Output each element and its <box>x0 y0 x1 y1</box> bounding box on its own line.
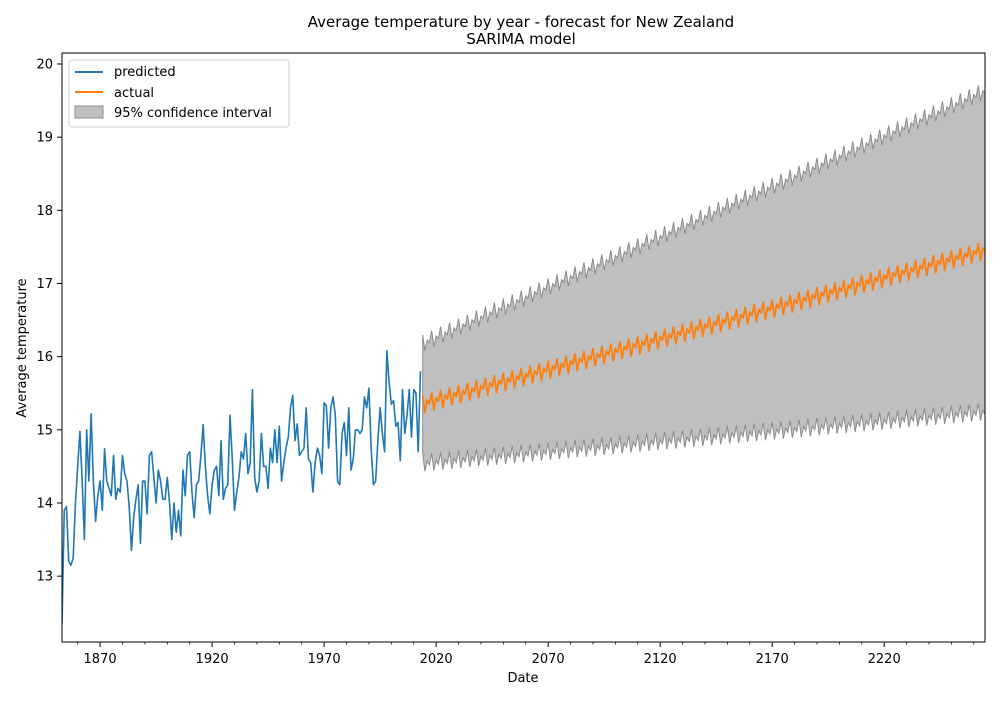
legend-label-actual: actual <box>114 86 154 101</box>
plot-area <box>62 85 985 624</box>
x-tick-label-2120: 2120 <box>644 652 677 667</box>
y-tick-label-19: 19 <box>36 131 53 146</box>
y-tick-label-17: 17 <box>36 277 53 292</box>
legend-label-confidence-interval: 95% confidence interval <box>114 106 272 121</box>
y-tick-label-13: 13 <box>36 570 53 585</box>
chart-title: Average temperature by year - forecast f… <box>308 13 734 31</box>
axes-frame <box>61 52 986 643</box>
x-tick-label-2170: 2170 <box>756 652 789 667</box>
x-axis-label: Date <box>507 671 538 686</box>
legend: predicted actual 95% confidence interval <box>68 59 290 128</box>
axes: 1870 1920 1970 2020 2070 2120 2170 222013141516… <box>36 52 986 667</box>
y-tick-label-15: 15 <box>36 423 53 438</box>
series-line-actual <box>421 242 985 414</box>
series-line-predicted <box>62 349 422 624</box>
x-tick-label-1970: 1970 <box>308 652 341 667</box>
plot-content <box>62 85 985 624</box>
x-tick-label-2020: 2020 <box>420 652 453 667</box>
legend-frame <box>68 59 290 128</box>
chart-subtitle: SARIMA model <box>466 30 576 48</box>
y-tick-label-20: 20 <box>36 57 53 72</box>
y-tick-label-14: 14 <box>36 496 53 511</box>
y-axis-label: Average temperature <box>15 278 30 417</box>
legend-label-predicted: predicted <box>114 65 176 80</box>
x-tick-label-1870: 1870 <box>84 652 117 667</box>
x-tick-label-1920: 1920 <box>196 652 229 667</box>
x-tick-label-2070: 2070 <box>532 652 565 667</box>
confidence-interval-band <box>422 85 985 472</box>
legend-swatch-confidence-interval <box>74 105 104 119</box>
y-tick-label-16: 16 <box>36 350 53 365</box>
y-tick-label-18: 18 <box>36 204 53 219</box>
x-tick-label-2220: 2220 <box>868 652 901 667</box>
